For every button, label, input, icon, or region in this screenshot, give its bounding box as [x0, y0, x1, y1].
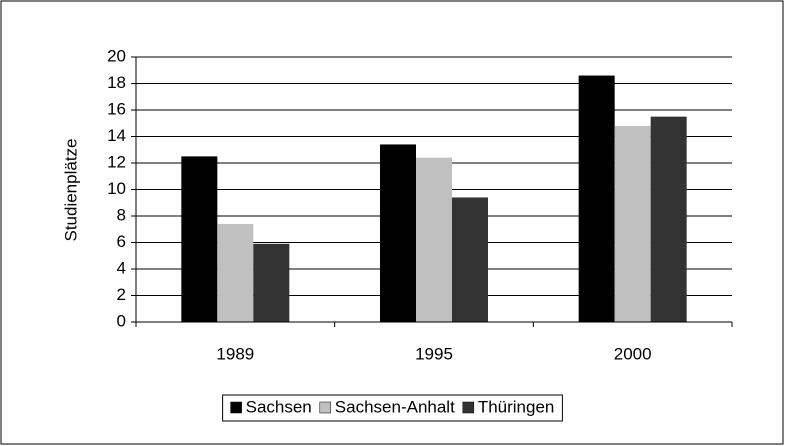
bar — [650, 116, 687, 322]
y-tick-label: 14 — [107, 126, 126, 145]
legend-label: Thüringen — [478, 397, 555, 416]
legend-swatch — [319, 401, 332, 414]
bar — [253, 243, 290, 322]
legend-label: Sachsen-Anhalt — [335, 397, 455, 416]
bar — [452, 197, 488, 322]
legend-swatch — [462, 401, 475, 414]
legend-swatch — [230, 401, 242, 414]
y-tick-label: 16 — [107, 99, 126, 118]
y-tick-label: 12 — [107, 152, 126, 171]
bar — [380, 144, 416, 322]
bar — [416, 157, 452, 322]
y-tick-label: 6 — [117, 232, 126, 251]
y-tick-label: 10 — [107, 179, 126, 198]
legend — [222, 394, 563, 422]
y-tick-label: 2 — [117, 285, 126, 304]
bar — [578, 75, 615, 322]
legend-label: Sachsen — [246, 397, 312, 416]
bar — [217, 223, 254, 322]
bar — [614, 125, 651, 323]
y-tick-label: 20 — [107, 46, 126, 65]
x-tick-label: 1989 — [216, 344, 254, 363]
x-tick-label: 2000 — [614, 344, 652, 363]
y-tick-label: 0 — [117, 311, 126, 330]
y-tick-label: 18 — [107, 73, 126, 92]
y-tick-label: 8 — [117, 205, 126, 224]
x-tick-label: 1995 — [415, 344, 453, 363]
bar — [181, 156, 218, 322]
y-tick-label: 4 — [117, 258, 126, 277]
y-axis-label: Studienplätze — [61, 138, 80, 241]
